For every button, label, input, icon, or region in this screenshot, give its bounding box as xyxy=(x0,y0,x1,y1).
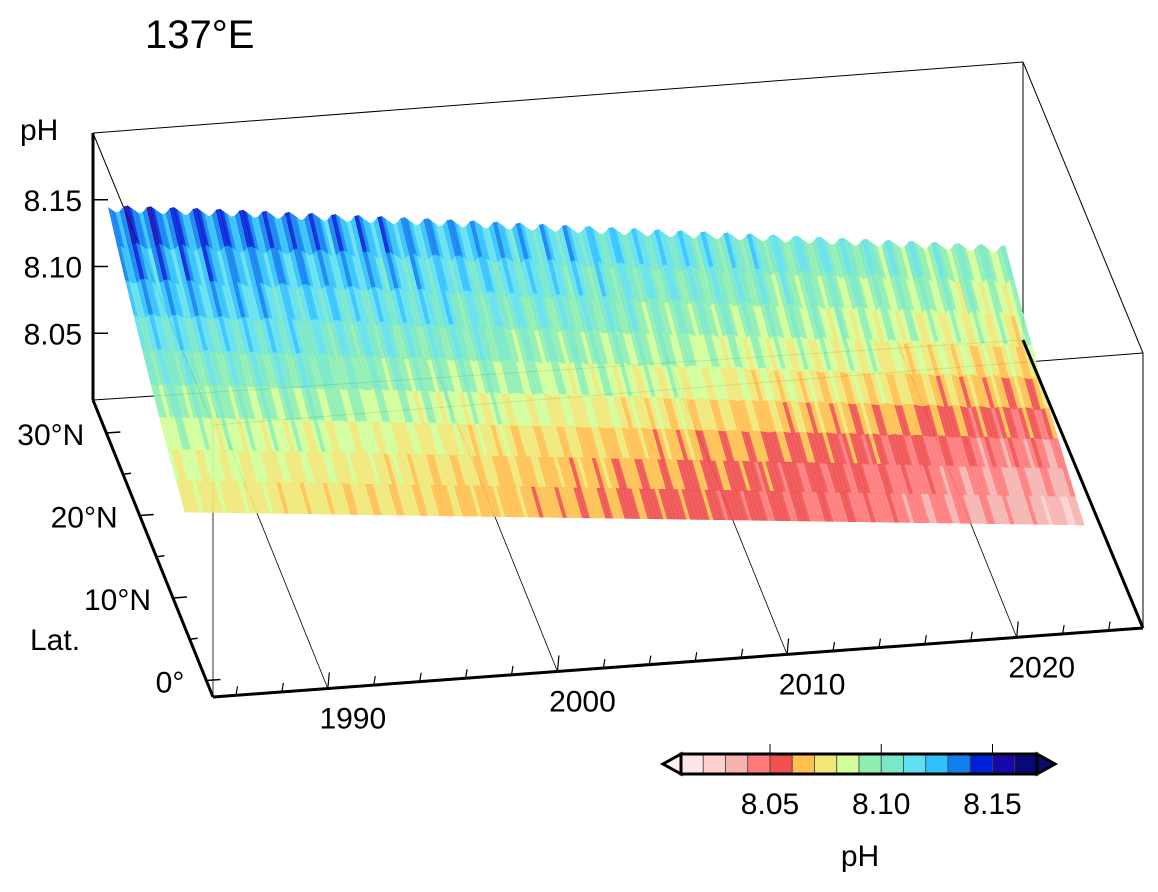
colorbar-swatch xyxy=(680,753,704,775)
year-tick xyxy=(602,658,606,669)
lat-tick xyxy=(139,513,154,517)
lat-tick xyxy=(172,596,188,599)
colorbar-under-triangle xyxy=(659,751,683,777)
lat-tick xyxy=(156,555,165,558)
year-tick xyxy=(1062,624,1065,635)
box-front-edges xyxy=(91,133,1145,699)
year-tick xyxy=(1107,621,1111,631)
box-edge xyxy=(1022,61,1144,354)
z-axis-label: pH xyxy=(20,114,58,147)
colorbar-swatch xyxy=(836,753,860,775)
year-tick xyxy=(1016,621,1019,638)
y-axis-label: Lat. xyxy=(30,624,80,657)
colorbar-swatch xyxy=(814,753,838,775)
colorbar-swatch xyxy=(947,753,971,775)
year-tick xyxy=(970,631,973,641)
colorbar-swatch xyxy=(702,753,726,775)
colorbar-tick-label: 8.10 xyxy=(852,788,910,821)
colorbar-swatch xyxy=(880,753,904,775)
colorbar-tick-label: 8.05 xyxy=(741,788,799,821)
z-tick-label: 8.15 xyxy=(24,185,82,218)
lat-tick-label: 0° xyxy=(156,667,185,700)
year-tick xyxy=(419,672,422,682)
z-tick-label: 8.05 xyxy=(24,318,82,351)
year-tick xyxy=(235,686,239,696)
colorbar-swatch xyxy=(1014,753,1038,775)
year-tick-label: 2000 xyxy=(549,685,616,718)
year-tick xyxy=(786,638,790,655)
box-edge xyxy=(92,61,1024,134)
lat-tick xyxy=(189,637,198,640)
year-tick xyxy=(281,682,284,692)
year-tick xyxy=(327,672,330,689)
year-tick xyxy=(556,655,560,672)
box-edge xyxy=(1021,339,1145,629)
z-tick-label: 8.10 xyxy=(24,252,82,285)
colorbar-swatch xyxy=(725,753,749,775)
colorbar-swatch xyxy=(769,753,793,775)
colorbar-swatch xyxy=(925,753,949,775)
colorbar-over-triangle xyxy=(1035,751,1059,777)
year-tick xyxy=(924,635,927,645)
colorbar-frame xyxy=(679,752,1039,776)
year-tick xyxy=(465,669,468,679)
year-tick xyxy=(832,641,836,652)
colorbar-swatch xyxy=(992,753,1016,775)
colorbar-label: pH xyxy=(841,840,879,873)
axis-ticks: 8.05 8.10 8.15 0° 10°N 20°N 30°N 1990 2000 2010 20… xyxy=(17,185,1111,735)
ph-surface xyxy=(108,205,1085,526)
time-axis-line xyxy=(212,626,1144,699)
year-tick-label: 2010 xyxy=(779,668,846,701)
lat-tick xyxy=(122,472,132,475)
year-tick xyxy=(648,655,652,665)
chart-title: 137°E xyxy=(145,13,254,57)
colorbar-swatch xyxy=(969,753,993,775)
lat-tick-label: 10°N xyxy=(84,584,151,617)
year-tick-label: 2020 xyxy=(1008,651,1075,684)
year-tick xyxy=(878,638,882,648)
year-tick xyxy=(510,665,514,675)
lat-axis-line xyxy=(91,399,215,698)
colorbar-tick-label: 8.15 xyxy=(963,788,1021,821)
colorbar: 8.05 8.10 8.15 xyxy=(659,744,1059,821)
surface-cell xyxy=(1071,496,1085,526)
year-tick xyxy=(740,648,744,658)
colorbar-swatch xyxy=(791,753,815,775)
lat-tick-label: 30°N xyxy=(17,419,84,452)
lat-tick xyxy=(206,678,221,682)
lat-tick-label: 20°N xyxy=(51,502,118,535)
colorbar-swatch xyxy=(747,753,771,775)
lat-tick xyxy=(106,431,121,434)
year-tick-label: 1990 xyxy=(319,702,386,735)
year-tick xyxy=(694,652,698,662)
colorbar-swatch xyxy=(858,753,882,775)
colorbar-swatch xyxy=(903,753,927,775)
year-tick xyxy=(373,675,376,686)
